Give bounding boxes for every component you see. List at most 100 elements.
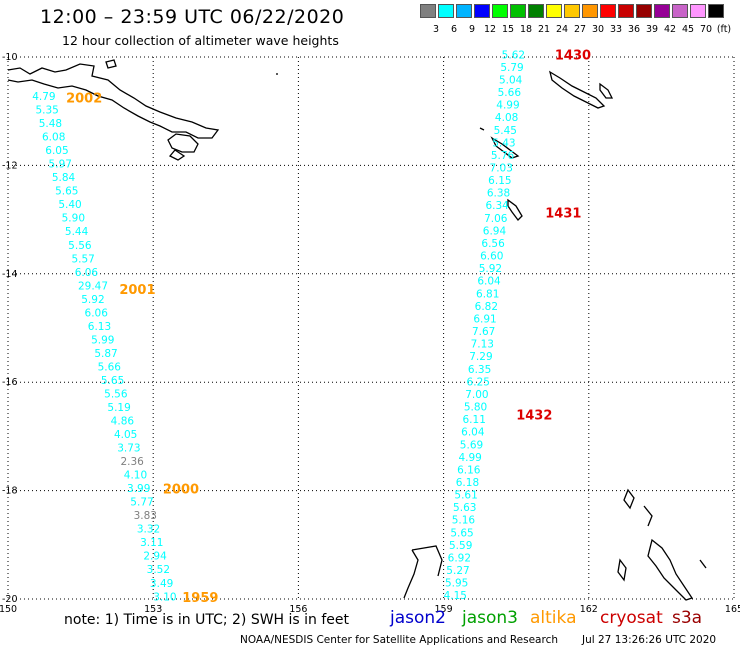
wave-height-value: 5.66 [98,361,122,373]
colorbar-label: (ft) [716,24,732,35]
wave-height-value: 6.13 [88,321,111,333]
wave-height-value: 6.94 [483,225,507,237]
wave-height-value: 5.65 [101,375,124,387]
wave-height-value: 5.57 [71,253,94,265]
wave-height-value: 5.43 [492,137,515,149]
wave-height-value: 5.16 [452,515,476,527]
colorbar-swatch [690,4,706,18]
coastline [7,59,707,601]
pass-time-label: 1431 [545,207,581,222]
colorbar-swatch [420,4,436,18]
wave-height-value: 5.97 [49,159,72,171]
map-subtitle: 12 hour collection of altimeter wave hei… [62,33,339,48]
wave-height-value: 5.63 [453,502,476,514]
wave-height-value: 2.94 [143,551,167,563]
colorbar-label: 6 [450,24,458,35]
wave-height-value: 5.48 [39,118,62,130]
wave-height-value: 5.84 [52,172,76,184]
colorbar-label: 33 [609,24,623,35]
wave-height-value: 3.99 [127,483,150,495]
colorbar-label: 12 [483,24,497,35]
satellite-legend-item: jason2 [390,608,446,628]
wave-height-value: 5.92 [479,263,502,275]
lon-tick-label: 150 [0,604,17,615]
wave-height-value: 5.56 [68,240,92,252]
wave-height-value: 3.32 [137,524,160,536]
wave-height-value: 6.16 [457,464,481,476]
lat-tick-label: -18 [2,486,18,497]
wave-height-value: 4.15 [444,590,467,602]
wave-height-value: 3.10 [153,591,176,603]
colorbar-swatch [672,4,688,18]
wave-height-value: 4.79 [32,91,55,103]
wave-height-value: 4.08 [495,112,518,124]
wave-height-value: 6.38 [487,188,510,200]
lat-tick-label: -16 [2,377,18,388]
colorbar-swatch [438,4,454,18]
wave-height-value: 5.61 [454,490,477,502]
track-east: 5.625.795.045.664.994.085.455.435.767.03… [444,49,525,602]
wave-height-value: 3.49 [150,578,173,590]
wave-height-value: 6.06 [75,267,99,279]
satellite-legend-item: cryosat [600,608,663,628]
wave-height-value: 5.87 [94,348,117,360]
pass-time-label: 1959 [182,591,218,606]
wave-height-value: 7.67 [472,326,495,338]
colorbar-swatch [654,4,670,18]
wave-height-value: 5.92 [81,294,104,306]
colorbar-swatch [564,4,580,18]
note-text: note: 1) Time is in UTC; 2) SWH is in fe… [64,612,350,628]
satellite-legend-item: jason3 [462,608,518,628]
wave-height-value: 2.36 [120,456,144,468]
pass-time-label: 2000 [163,482,199,497]
satellite-legend-item: s3a [672,608,703,628]
colorbar-swatch [636,4,652,18]
wave-height-value: 6.91 [473,313,496,325]
colorbar-label: 42 [663,24,677,35]
wave-height-value: 5.40 [58,199,81,211]
colorbar-swatch [546,4,562,18]
lon-tick-label: 162 [580,604,598,615]
wave-height-value: 5.65 [450,527,473,539]
colorbar-label: 24 [555,24,569,35]
colorbar-label: 70 [699,24,713,35]
wave-height-value: 7.03 [490,163,513,175]
lat-lon-grid [7,56,735,600]
wave-height-value: 6.18 [456,477,479,489]
wave-height-value: 29.47 [78,280,108,292]
wave-height-value: 3.83 [134,510,157,522]
wave-height-value: 6.81 [476,288,499,300]
wave-height-value: 5.80 [464,402,487,414]
wave-height-value: 4.10 [124,470,147,482]
wave-height-value: 6.34 [485,200,509,212]
wave-height-value: 6.82 [475,301,498,313]
colorbar-swatch [510,4,526,18]
lat-tick-label: -20 [2,594,18,605]
wave-height-value: 6.06 [85,307,109,319]
wave-height-value: 5.65 [55,186,78,198]
lon-tick-label: 165 [725,604,740,615]
lat-tick-label: -14 [2,269,18,280]
wave-height-value: 5.95 [445,578,468,590]
colorbar-label: 9 [468,24,476,35]
wave-height-value: 4.86 [111,416,135,428]
wave-height-value: 6.04 [477,276,501,288]
colorbar-label: 45 [681,24,695,35]
lat-tick-label: -10 [2,52,18,63]
wave-height-value: 6.08 [42,132,65,144]
wave-height-value: 5.27 [446,565,469,577]
colorbar-swatch [456,4,472,18]
wave-height-value: 6.15 [488,175,511,187]
lon-tick-label: 153 [144,604,162,615]
colorbar-swatch [582,4,598,18]
colorbar-swatch [528,4,544,18]
wave-height-value: 3.52 [147,564,170,576]
wave-height-value: 5.44 [65,226,89,238]
wave-height-value: 4.99 [496,100,519,112]
wave-height-value: 5.77 [130,497,153,509]
wave-height-value: 7.13 [471,339,494,351]
wave-height-value: 6.11 [463,414,486,426]
pass-time-label: 1432 [516,409,552,424]
wave-height-value: 5.69 [460,439,483,451]
